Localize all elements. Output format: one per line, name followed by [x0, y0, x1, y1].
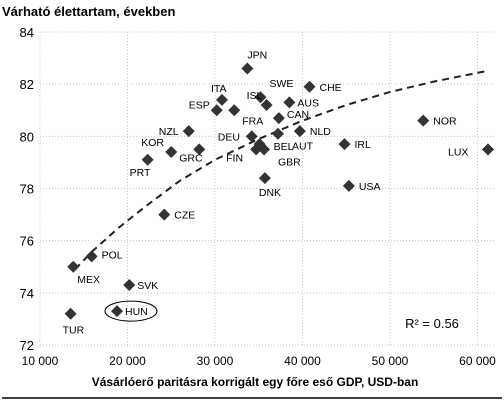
x-tick-label: 10 000 [22, 354, 59, 368]
x-tick-label: 40 000 [284, 354, 321, 368]
point-label-esp: ESP [189, 99, 210, 111]
point-marker-fra [228, 104, 241, 117]
point-marker-irl [338, 138, 351, 151]
point-marker-pol [85, 250, 98, 263]
point-label-aus: AUS [297, 97, 319, 109]
point-label-nzl: NZL [159, 126, 179, 138]
point-marker-cze [158, 208, 171, 221]
y-tick-label: 84 [20, 25, 34, 40]
point-marker-kor [165, 145, 178, 158]
x-tick-label: 30 000 [197, 354, 234, 368]
point-label-hun: HUN [125, 306, 148, 318]
point-label-irl: IRL [355, 139, 372, 151]
point-marker-usa [342, 179, 355, 192]
y-tick-label: 76 [20, 234, 34, 249]
point-label-deu: DEU [218, 131, 240, 143]
x-tick-label: 60 000 [459, 354, 496, 368]
point-marker-lux [482, 143, 494, 156]
point-marker-can [272, 112, 285, 125]
point-label-ita: ITA [211, 83, 227, 95]
point-label-tur: TUR [63, 325, 85, 337]
point-marker-esp [210, 104, 223, 117]
point-label-gbr: GBR [278, 156, 301, 168]
point-marker-deu [245, 130, 258, 143]
y-tick-label: 80 [20, 129, 34, 144]
point-label-jpn: JPN [247, 50, 267, 62]
point-label-dnk: DNK [259, 187, 281, 199]
x-axis-label: Vásárlóerő paritásra korrigált egy főre … [92, 375, 419, 389]
y-tick-label: 82 [20, 77, 34, 92]
point-label-usa: USA [359, 181, 381, 193]
point-marker-nzl [182, 125, 195, 138]
point-marker-mex [67, 260, 80, 273]
x-axis-ticks: 10 000 20 000 30 000 40 000 50 000 60 000 [22, 354, 497, 368]
point-label-isl: ISL [247, 90, 263, 102]
point-label-fin: FIN [226, 152, 243, 164]
grid [39, 31, 495, 346]
point-label-nld: NLD [310, 126, 331, 138]
point-label-fra: FRA [242, 115, 263, 127]
point-marker-dnk [258, 172, 271, 185]
point-marker-prt [141, 153, 154, 166]
point-label-cze: CZE [174, 210, 195, 222]
trendline [74, 70, 487, 271]
point-marker-aus [283, 96, 296, 109]
chart-title: Várható élettartam, években [2, 4, 175, 19]
point-marker-nld [293, 125, 306, 138]
point-marker-grc [193, 143, 206, 156]
y-tick-label: 78 [20, 182, 34, 197]
x-tick-label: 20 000 [109, 354, 146, 368]
point-marker-swe [254, 91, 267, 104]
point-marker-tur [64, 307, 77, 320]
point-label-bel: BEL [274, 141, 294, 153]
point-label-svk: SVK [137, 280, 158, 292]
point-label-nor: NOR [433, 116, 457, 128]
point-marker-che [303, 80, 316, 93]
r-squared-label: R² = 0.56 [405, 316, 459, 331]
point-marker-gbr [258, 143, 270, 156]
point-label-kor: KOR [141, 137, 164, 149]
point-marker-hun [111, 305, 123, 318]
point-label-mex: MEX [77, 274, 100, 286]
point-label-pol: POL [102, 249, 123, 261]
point-label-aut: AUT [292, 141, 314, 153]
y-axis-ticks: 72 74 76 78 80 82 84 [20, 25, 34, 353]
y-tick-label: 72 [20, 338, 34, 353]
point-marker-aut [272, 127, 284, 140]
point-label-can: CAN [287, 109, 309, 121]
point-label-grc: GRC [179, 152, 203, 164]
point-marker-isl [260, 99, 273, 112]
point-label-lux: LUX [448, 146, 468, 158]
point-label-che: CHE [320, 82, 342, 94]
point-marker-fin [250, 143, 263, 156]
point-marker-svk [123, 279, 136, 292]
point-marker-jpn [241, 62, 254, 75]
highlight-ellipse [104, 300, 158, 322]
point-label-prt: PRT [130, 167, 151, 179]
point-marker-nor [417, 114, 430, 127]
y-tick-label: 74 [20, 286, 34, 301]
x-tick-label: 50 000 [372, 354, 409, 368]
point-label-swe: SWE [270, 78, 294, 90]
point-marker-ita [216, 93, 228, 106]
